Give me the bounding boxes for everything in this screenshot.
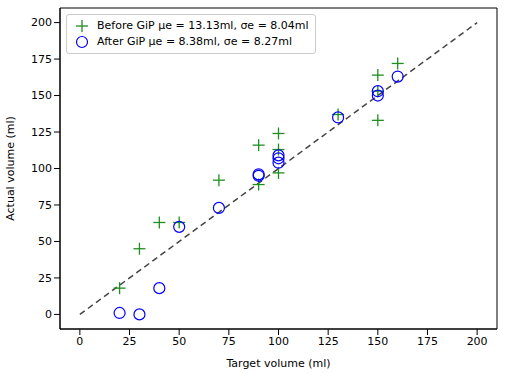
svg-text:75: 75 (222, 335, 236, 348)
svg-text:150: 150 (31, 89, 52, 102)
svg-text:25: 25 (38, 272, 52, 285)
html-text:After GiP μe = 8.38ml, σe = 8.: After GiP μe = 8.38ml, σe = 8.27ml (97, 35, 293, 48)
svg-text:0: 0 (76, 335, 83, 348)
svg-text:75: 75 (38, 199, 52, 212)
svg-text:50: 50 (172, 335, 186, 348)
svg-text:125: 125 (31, 126, 52, 139)
svg-text:50: 50 (38, 235, 52, 248)
svg-text:200: 200 (467, 335, 488, 348)
svg-text:Target volume (ml): Target volume (ml) (225, 357, 330, 370)
html-text:Before GiP μe = 13.13ml, σe =: Before GiP μe = 13.13ml, σe = 8.04ml (97, 19, 309, 32)
svg-text:175: 175 (31, 53, 52, 66)
svg-text:150: 150 (367, 335, 388, 348)
svg-text:175: 175 (417, 335, 438, 348)
svg-text:Actual volume (ml): Actual volume (ml) (4, 116, 17, 221)
svg-text:200: 200 (31, 16, 52, 29)
svg-text:125: 125 (318, 335, 339, 348)
svg-text:100: 100 (268, 335, 289, 348)
svg-text:100: 100 (31, 162, 52, 175)
svg-text:25: 25 (123, 335, 137, 348)
svg-text:0: 0 (45, 308, 52, 321)
